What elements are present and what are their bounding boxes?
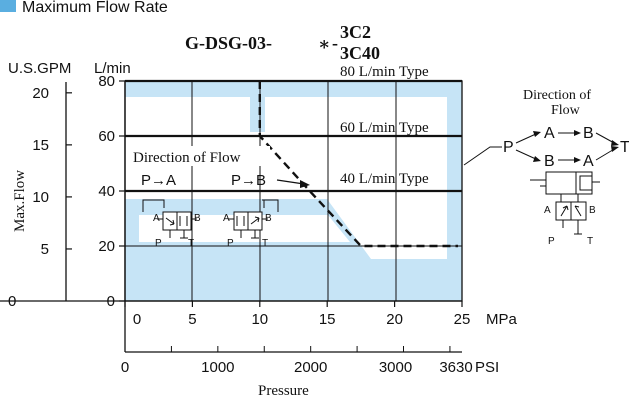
y-primary-unit: L/min: [94, 60, 131, 77]
y-secondary-tick-label: 20: [32, 85, 49, 102]
valve-symbol-pb: A B P T: [223, 199, 279, 249]
chart-title-main: G-DSG-03-: [185, 33, 272, 53]
svg-text:B: B: [265, 213, 272, 224]
y-primary-tick-label: 40: [98, 183, 115, 200]
y-secondary-tick-label: 10: [32, 189, 49, 206]
x-secondary-tick-label: 0: [121, 359, 129, 376]
svg-text:A: A: [153, 213, 160, 224]
x-secondary-tick-label: 3630: [439, 359, 472, 376]
chart-title: G-DSG-03- ∗ - 3C2 3C40: [185, 22, 380, 63]
y-secondary-tick-label: 15: [32, 137, 49, 154]
x-secondary-ticks: 0 1000 2000 3000 3630: [121, 346, 473, 376]
leader-to-curve: [463, 146, 502, 166]
svg-text:A: A: [544, 125, 555, 142]
annotation-bg: [130, 146, 270, 166]
x-primary-tick-label: 10: [251, 311, 268, 328]
x-primary-tick-label: 15: [319, 311, 336, 328]
type-label-40: 40 L/min Type: [340, 171, 429, 187]
svg-text:A: A: [583, 153, 594, 170]
svg-text:A: A: [544, 205, 551, 216]
flow-label-pb: P→B: [231, 172, 266, 189]
svg-text:B: B: [583, 125, 594, 142]
y-primary-tick-label: 60: [98, 128, 115, 145]
y-axes: [65, 81, 126, 301]
svg-text:P: P: [155, 238, 162, 249]
flow-label-pa: P→A: [141, 172, 176, 189]
x-primary-tick-label: 25: [454, 311, 471, 328]
y-secondary-unit: U.S.GPM: [8, 60, 71, 77]
valve-symbol-pa: A B P T: [142, 199, 201, 249]
chart-title-star: ∗: [318, 34, 330, 54]
right-flow-title-2: Flow: [551, 103, 581, 118]
x-primary-tick-label: 5: [188, 311, 196, 328]
type-label-60: 60 L/min Type: [340, 120, 429, 136]
x-primary-unit: MPa: [486, 311, 518, 328]
x-primary-tick-label: 20: [386, 311, 403, 328]
section-title: Maximum Flow Rate: [22, 0, 168, 16]
svg-text:T: T: [262, 238, 268, 249]
right-flow-title-1: Direction of: [523, 88, 591, 103]
svg-text:T: T: [587, 236, 593, 247]
svg-text:B: B: [544, 153, 555, 170]
y-primary-tick-label: 80: [98, 73, 115, 90]
y-secondary-tick-label: 5: [41, 241, 49, 258]
direction-of-flow-label: Direction of Flow: [133, 150, 241, 166]
y-axis-label: Max.Flow: [12, 170, 28, 232]
svg-text:T: T: [620, 139, 629, 156]
type-label-80: 80 L/min Type: [340, 64, 429, 80]
chart-title-dash: -: [332, 33, 338, 53]
right-flow-diagram: Direction of Flow P A B B A T A B P T: [463, 88, 629, 247]
x-primary-ticks: 0 5 10 15 20 25: [124, 301, 471, 328]
svg-text:A: A: [223, 213, 230, 224]
svg-text:B: B: [194, 213, 201, 224]
x-primary-tick-label: 0: [133, 311, 141, 328]
x-axis-label: Pressure: [258, 383, 309, 399]
x-secondary-tick-label: 1000: [201, 359, 234, 376]
svg-text:P: P: [548, 236, 555, 247]
svg-text:P: P: [227, 238, 234, 249]
section-marker-icon: [0, 0, 16, 12]
flow-pb-arrow: [276, 179, 310, 188]
x-secondary-unit: PSI: [475, 359, 499, 376]
svg-text:T: T: [188, 238, 194, 249]
y-primary-tick-label: 20: [98, 238, 115, 255]
svg-text:B: B: [589, 205, 596, 216]
chart-title-suffix-top: 3C2: [340, 22, 371, 42]
series-max-flow-curve: [258, 81, 458, 248]
chart-title-suffix-bottom: 3C40: [340, 43, 380, 63]
x-secondary-tick-label: 2000: [294, 359, 327, 376]
svg-text:P: P: [503, 139, 514, 156]
x-secondary-tick-label: 3000: [379, 359, 412, 376]
